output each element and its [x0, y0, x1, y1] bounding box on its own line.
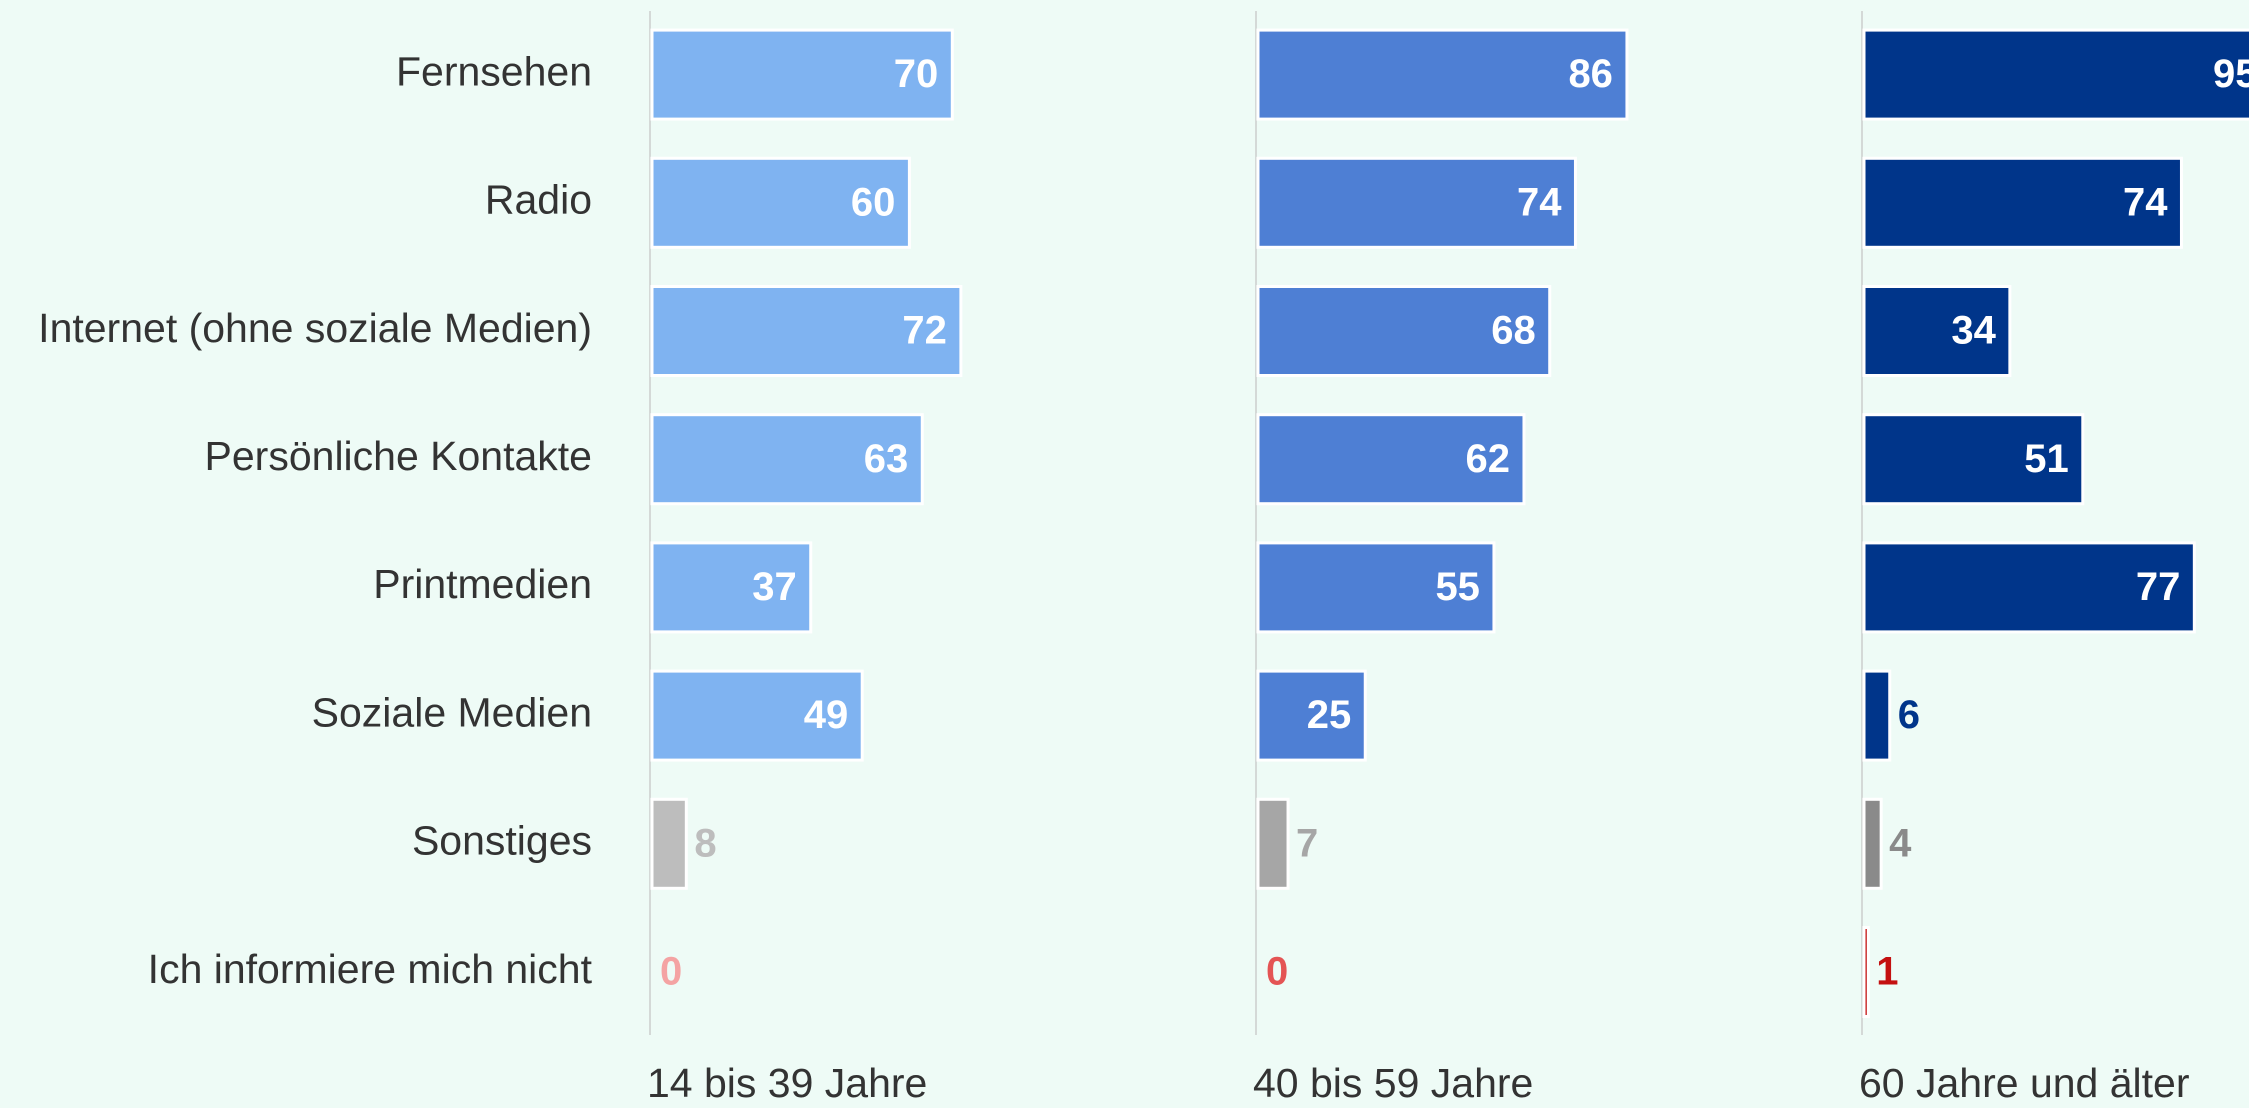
value-label: 6 — [1898, 693, 1920, 737]
value-label: 0 — [1266, 950, 1288, 994]
bar — [650, 413, 924, 506]
bar — [1256, 541, 1496, 634]
bar — [1256, 156, 1577, 249]
bar — [1862, 28, 2249, 121]
value-label: 86 — [1568, 52, 1613, 96]
category-label: Sonstiges — [412, 818, 592, 864]
bar — [650, 541, 813, 634]
value-label: 74 — [1517, 180, 1562, 224]
value-label: 4 — [1889, 821, 1912, 865]
bar — [1256, 797, 1290, 890]
bar — [650, 669, 864, 762]
value-label: 95 — [2213, 52, 2249, 96]
panel-label: 14 bis 39 Jahre — [647, 1060, 927, 1106]
value-label: 1 — [1876, 950, 1898, 994]
bar — [650, 285, 963, 377]
bar — [1862, 541, 2196, 634]
value-label: 72 — [902, 309, 947, 353]
bar — [1862, 669, 1892, 762]
value-label: 74 — [2123, 180, 2168, 224]
value-label: 77 — [2136, 565, 2181, 609]
value-label: 63 — [864, 437, 909, 481]
value-label: 62 — [1465, 437, 1510, 481]
panel-label: 40 bis 59 Jahre — [1253, 1060, 1533, 1106]
value-label: 8 — [694, 821, 716, 865]
panel-label: 60 Jahre und älter — [1859, 1060, 2190, 1106]
value-label: 7 — [1296, 821, 1318, 865]
value-label: 68 — [1491, 309, 1536, 353]
bar — [650, 797, 688, 890]
category-label: Internet (ohne soziale Medien) — [38, 305, 592, 351]
bar — [1862, 413, 2085, 506]
bar — [1256, 28, 1629, 121]
bar — [1256, 413, 1526, 506]
category-label: Fernsehen — [396, 48, 592, 94]
category-label: Radio — [485, 177, 592, 223]
value-label: 55 — [1435, 565, 1480, 609]
value-label: 70 — [894, 52, 939, 96]
category-label: Ich informiere mich nicht — [148, 946, 593, 992]
bar — [1862, 797, 1883, 890]
bar — [650, 156, 911, 249]
value-label: 25 — [1307, 693, 1352, 737]
category-label: Persönliche Kontakte — [205, 433, 592, 479]
value-label: 51 — [2024, 437, 2069, 481]
bar — [1862, 926, 1870, 1018]
value-label: 49 — [804, 693, 849, 737]
category-label: Soziale Medien — [312, 689, 592, 735]
value-label: 37 — [752, 565, 797, 609]
bar — [1862, 285, 2012, 377]
bar — [1256, 669, 1367, 762]
bar — [1256, 285, 1552, 377]
value-label: 60 — [851, 180, 896, 224]
bar — [1862, 156, 2183, 249]
bar — [650, 28, 954, 121]
category-label: Printmedien — [373, 561, 592, 607]
value-label: 34 — [1951, 309, 1996, 353]
value-label: 0 — [660, 950, 682, 994]
